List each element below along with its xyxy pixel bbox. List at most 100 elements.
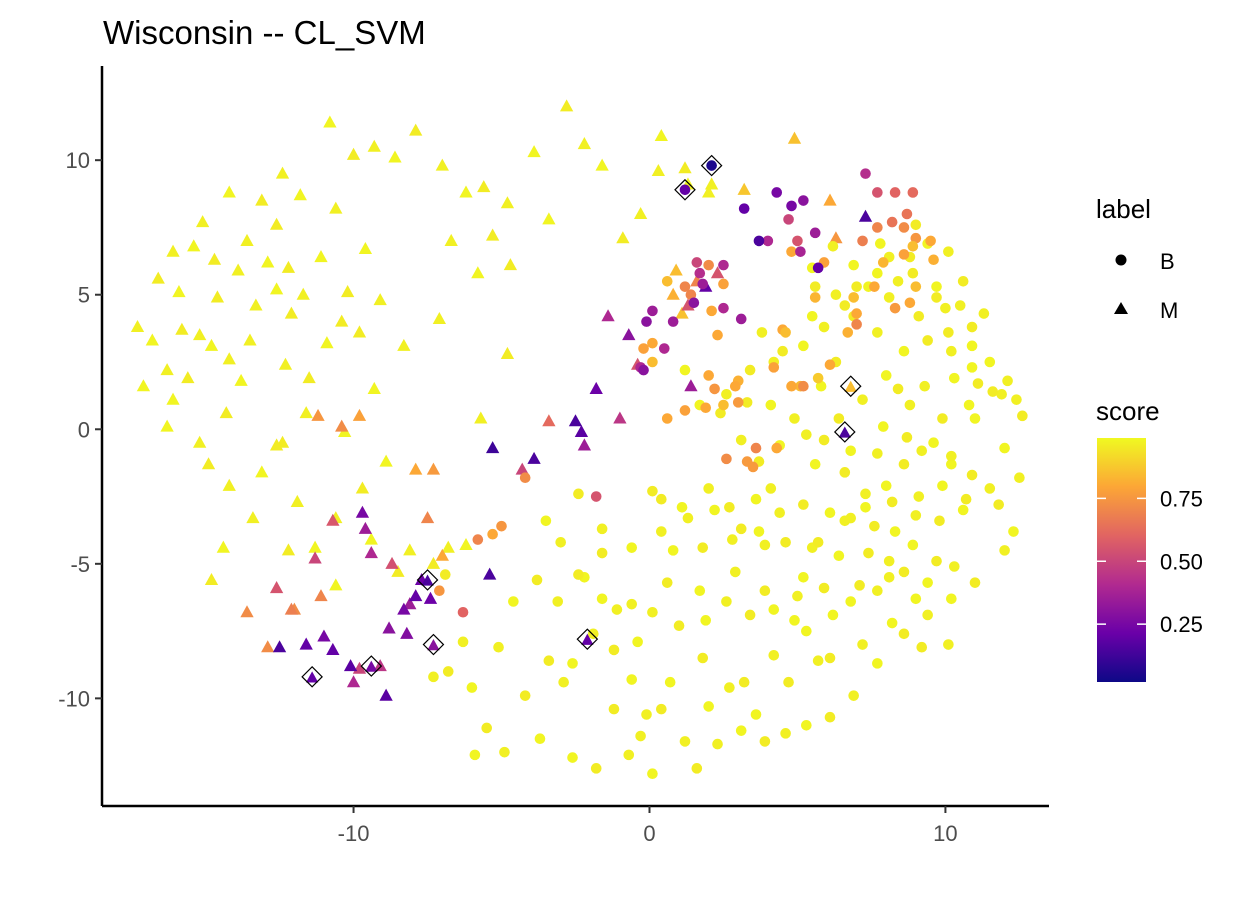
point-b bbox=[901, 432, 913, 443]
point-b bbox=[679, 281, 691, 292]
point-m bbox=[678, 161, 692, 174]
point-m bbox=[373, 293, 387, 306]
point-b bbox=[718, 399, 729, 411]
point-b bbox=[706, 305, 717, 317]
point-m bbox=[400, 626, 414, 639]
point-b bbox=[934, 515, 945, 527]
point-b bbox=[573, 569, 584, 580]
point-m bbox=[255, 465, 269, 478]
point-b bbox=[703, 259, 714, 271]
point-b bbox=[774, 507, 785, 518]
point-b bbox=[848, 292, 859, 303]
highlight-diamond bbox=[674, 178, 696, 201]
highlight-diamond bbox=[576, 628, 599, 651]
point-b bbox=[798, 499, 809, 510]
point-m bbox=[346, 675, 361, 688]
point-b bbox=[667, 545, 679, 556]
legend-shape-label-m: M bbox=[1160, 298, 1178, 323]
point-b bbox=[434, 585, 445, 597]
point-m bbox=[474, 411, 488, 424]
point-m bbox=[311, 408, 325, 421]
point-b bbox=[795, 246, 806, 257]
point-m bbox=[187, 239, 201, 252]
point-b bbox=[590, 491, 602, 502]
point-b bbox=[647, 337, 658, 349]
point-b bbox=[685, 289, 697, 301]
legend-triangle-key bbox=[1114, 302, 1128, 314]
point-b bbox=[809, 292, 821, 303]
point-m bbox=[710, 266, 725, 279]
colorbar-tick-label: 0.50 bbox=[1160, 549, 1203, 574]
point-b bbox=[898, 628, 910, 640]
point-b bbox=[679, 736, 691, 747]
point-m bbox=[195, 215, 210, 228]
point-b bbox=[812, 262, 824, 274]
highlighted-point bbox=[581, 633, 594, 645]
point-m bbox=[299, 637, 313, 650]
point-b bbox=[647, 305, 658, 317]
point-b bbox=[919, 380, 931, 392]
point-b bbox=[789, 413, 800, 424]
point-m bbox=[326, 513, 340, 526]
point-b bbox=[741, 397, 753, 408]
point-m bbox=[477, 180, 491, 193]
point-b bbox=[872, 585, 883, 597]
point-b bbox=[869, 281, 880, 292]
point-b bbox=[735, 725, 747, 736]
point-b bbox=[789, 615, 800, 626]
point-b bbox=[780, 536, 791, 548]
legend-shape-title: label bbox=[1096, 194, 1151, 224]
point-m bbox=[423, 591, 438, 604]
point-m bbox=[403, 543, 417, 556]
point-m bbox=[503, 258, 518, 271]
point-m bbox=[222, 478, 236, 491]
point-m bbox=[240, 233, 254, 246]
point-b bbox=[721, 596, 732, 607]
point-b bbox=[877, 257, 889, 268]
point-b bbox=[910, 510, 922, 521]
point-b bbox=[937, 413, 948, 424]
point-b bbox=[946, 458, 957, 470]
point-b bbox=[691, 763, 703, 774]
point-b bbox=[555, 536, 567, 548]
point-b bbox=[647, 356, 658, 368]
point-m bbox=[261, 255, 275, 268]
point-b bbox=[712, 329, 723, 341]
point-b bbox=[987, 386, 999, 397]
point-b bbox=[1011, 394, 1022, 405]
point-m bbox=[391, 564, 405, 577]
point-b bbox=[946, 450, 957, 462]
point-b bbox=[931, 281, 942, 292]
point-b bbox=[798, 340, 809, 352]
point-m bbox=[166, 392, 180, 405]
point-b bbox=[735, 313, 747, 325]
point-b bbox=[656, 703, 667, 715]
point-b bbox=[540, 515, 552, 527]
point-m bbox=[358, 241, 373, 255]
point-m bbox=[382, 621, 396, 634]
point-m bbox=[269, 438, 284, 451]
point-b bbox=[519, 472, 531, 484]
point-b bbox=[718, 278, 729, 290]
point-m bbox=[589, 381, 603, 394]
point-m bbox=[426, 556, 441, 569]
point-b bbox=[771, 187, 783, 198]
point-b bbox=[750, 493, 762, 505]
point-m bbox=[669, 263, 683, 276]
point-b bbox=[1014, 472, 1025, 484]
point-b bbox=[679, 405, 691, 416]
point-m bbox=[240, 605, 254, 618]
point-m bbox=[145, 333, 159, 346]
point-b bbox=[567, 658, 578, 669]
point-m bbox=[471, 266, 485, 279]
point-b bbox=[573, 488, 584, 500]
point-b bbox=[824, 711, 836, 723]
point-m bbox=[166, 244, 180, 257]
point-b bbox=[641, 709, 652, 720]
point-m bbox=[364, 532, 378, 545]
point-b bbox=[611, 604, 623, 615]
point-b bbox=[718, 302, 729, 314]
point-m bbox=[616, 231, 630, 244]
point-b bbox=[596, 593, 608, 605]
point-m bbox=[409, 589, 423, 602]
